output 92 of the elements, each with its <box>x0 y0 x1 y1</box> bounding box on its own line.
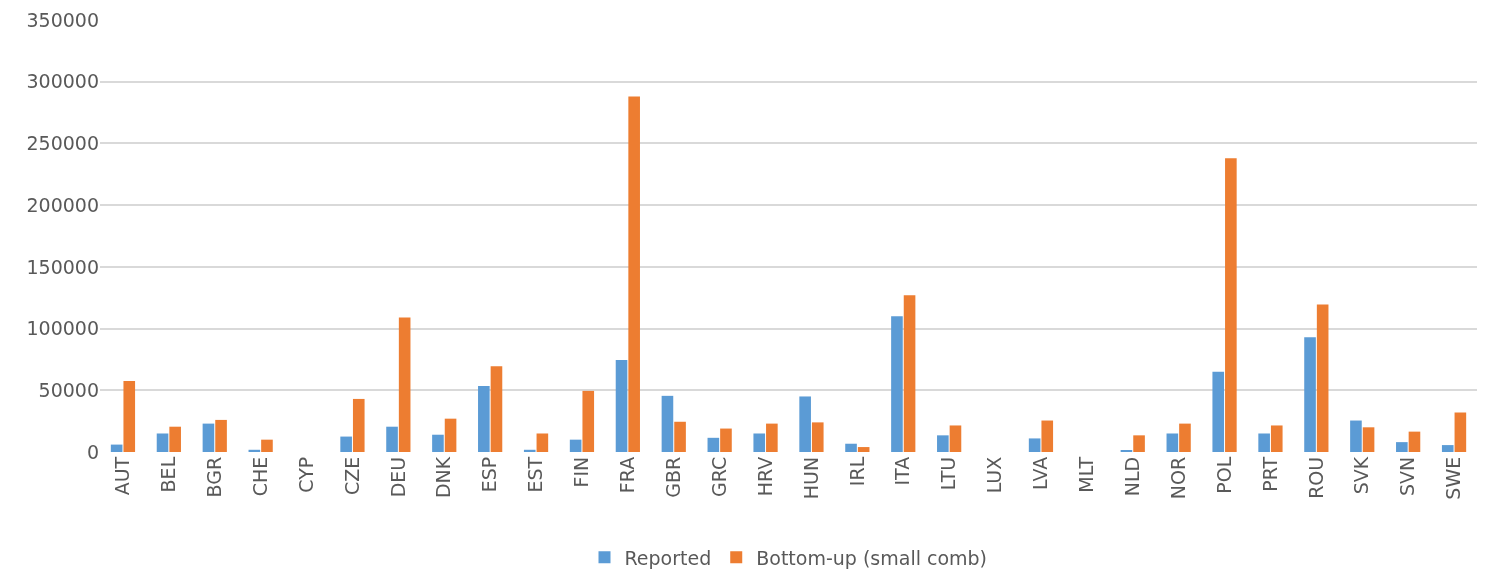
bar <box>569 439 582 452</box>
x-tick-label: SVK <box>1350 456 1373 495</box>
y-tick-label: 0 <box>86 440 99 463</box>
bar <box>582 390 595 452</box>
bar <box>720 428 732 452</box>
bar <box>753 433 766 452</box>
x-tick-label: MLT <box>1075 456 1098 493</box>
bar <box>202 423 215 452</box>
x-tick-label: ESP <box>478 456 501 493</box>
x-tick-label: CZE <box>340 456 363 496</box>
bar <box>949 425 962 452</box>
x-tick-label: CYP <box>294 456 317 493</box>
legend-label: Bottom-up (small comb) <box>756 546 988 569</box>
y-tick-label: 100000 <box>26 317 99 340</box>
x-tick-label: SVN <box>1396 456 1419 497</box>
bar <box>1350 420 1362 452</box>
y-tick-label: 350000 <box>26 8 99 31</box>
x-tick-label: IRL <box>845 456 868 487</box>
bar <box>352 398 365 452</box>
x-tick-label: POL <box>1212 456 1235 494</box>
bar <box>1225 158 1237 452</box>
bar <box>674 421 686 452</box>
bar <box>891 316 903 452</box>
bar <box>1179 423 1191 452</box>
y-tick-label: 200000 <box>26 193 99 216</box>
y-tick-label: 250000 <box>26 132 99 155</box>
x-tick-label: BGR <box>202 456 225 498</box>
x-tick-label: AUT <box>111 456 134 496</box>
x-tick-label: ROU <box>1304 456 1327 499</box>
bar <box>398 317 411 452</box>
bar <box>432 434 444 452</box>
bar <box>1041 420 1054 452</box>
x-tick-label: LUX <box>983 456 1006 494</box>
x-tick-label: EST <box>524 456 547 493</box>
bar <box>1258 433 1270 452</box>
bar <box>903 295 916 452</box>
bar <box>628 96 640 452</box>
bar <box>1454 412 1467 452</box>
x-tick-label: FIN <box>570 456 593 488</box>
y-tick-label: 300000 <box>26 70 99 93</box>
x-tick-label: HRV <box>753 456 776 497</box>
bar <box>1396 442 1408 452</box>
x-tick-label: CHE <box>248 456 271 497</box>
bar <box>261 439 273 452</box>
bar <box>1028 438 1041 452</box>
bar <box>1133 435 1145 452</box>
bar <box>937 435 949 452</box>
bar <box>523 449 536 452</box>
bar <box>615 360 628 452</box>
bar <box>811 422 824 452</box>
legend-label: Reported <box>624 546 712 569</box>
bar <box>707 437 720 452</box>
bar <box>169 426 181 452</box>
bar <box>1270 425 1283 452</box>
x-tick-label: HUN <box>799 456 822 500</box>
x-tick-label: LVA <box>1029 456 1052 491</box>
x-tick-label: FRA <box>616 456 639 494</box>
bar <box>444 418 457 452</box>
bar <box>1166 433 1179 452</box>
x-tick-label: DEU <box>386 456 409 498</box>
x-tick-label: DNK <box>432 456 455 499</box>
bar <box>490 366 503 452</box>
x-tick-label: PRT <box>1258 456 1281 492</box>
bar <box>536 433 549 452</box>
y-tick-label: 50000 <box>38 378 99 401</box>
bar <box>1441 445 1454 452</box>
bar <box>1212 371 1225 452</box>
bar <box>845 443 857 452</box>
x-tick-label: NOR <box>1166 456 1189 500</box>
bar <box>478 385 490 452</box>
x-tick-label: BEL <box>157 456 180 493</box>
bar <box>110 444 123 452</box>
bar <box>340 436 352 452</box>
x-tick-label: LTU <box>937 456 960 491</box>
bar <box>661 395 674 452</box>
x-tick-label: GBR <box>661 456 684 498</box>
bar <box>799 396 811 452</box>
bar <box>1304 337 1316 452</box>
bar <box>156 433 169 452</box>
bar <box>386 426 398 452</box>
bar <box>766 423 778 452</box>
x-tick-label: SWE <box>1442 456 1465 500</box>
x-tick-label: ITA <box>891 456 914 486</box>
bar <box>1316 304 1329 452</box>
x-tick-label: NLD <box>1120 456 1143 497</box>
bar <box>1362 427 1375 452</box>
x-tick-label: GRC <box>707 456 730 498</box>
bar <box>1408 431 1421 452</box>
bar <box>123 381 136 452</box>
bar <box>857 447 870 452</box>
y-tick-label: 150000 <box>26 255 99 278</box>
bar <box>215 419 227 452</box>
